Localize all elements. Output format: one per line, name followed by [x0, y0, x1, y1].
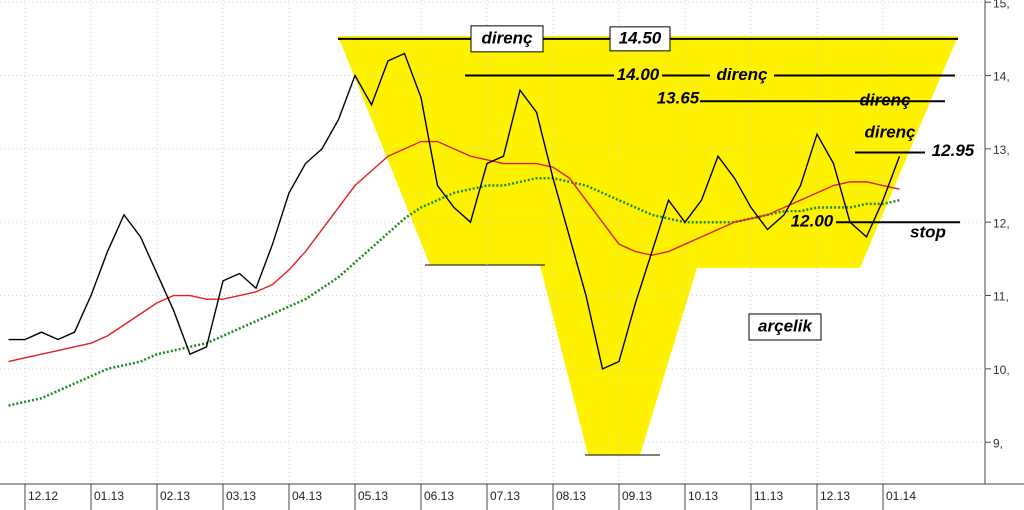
label-bg: [614, 65, 662, 86]
x-tick-label: 04.13: [292, 489, 322, 503]
y-tick-label: 14,: [993, 70, 1010, 84]
annotation: stop: [910, 222, 946, 241]
label-bg: [710, 65, 774, 86]
x-tick-label: 10.13: [688, 489, 718, 503]
level-label: 14.50: [619, 28, 662, 47]
level-label: 14.00: [617, 65, 660, 84]
annotation: direnç: [716, 65, 768, 84]
x-tick-label: 12.13: [820, 489, 850, 503]
x-tick-label: 02.13: [160, 489, 190, 503]
x-tick-label: 08.13: [556, 489, 586, 503]
x-tick-label: 12.12: [28, 489, 58, 503]
label-box: [470, 25, 544, 53]
price-line: [8, 176, 900, 407]
x-tick-label: 11.13: [754, 489, 783, 503]
x-tick-label: 01.13: [94, 489, 124, 503]
y-tick-label: 13,: [993, 143, 1010, 157]
level-label: 12.00: [791, 212, 834, 231]
x-tick-label: 07.13: [490, 489, 520, 503]
price-line: [8, 140, 900, 363]
label-box: [609, 26, 671, 52]
y-tick-label: 11,: [993, 290, 1009, 304]
cup-handle-shape: [338, 36, 958, 455]
y-tick-label: 12,: [993, 216, 1010, 230]
label-bg: [788, 212, 836, 233]
annotation: arçelik: [758, 316, 813, 335]
x-tick-label: 03.13: [226, 489, 256, 503]
level-label: 13.65: [657, 89, 700, 108]
x-tick-label: 05.13: [358, 489, 388, 503]
y-tick-label: 15,: [993, 0, 1010, 10]
annotation: direnç: [859, 91, 911, 110]
annotation: direnç: [864, 122, 916, 141]
y-tick-label: 10,: [993, 363, 1010, 377]
annotation: direnç: [481, 28, 533, 47]
y-tick-label: 9,: [993, 436, 1003, 450]
level-label: 12.95: [932, 141, 975, 160]
x-tick-label: 01.14: [886, 489, 916, 503]
label-box: [748, 313, 822, 341]
x-tick-label: 09.13: [622, 489, 652, 503]
price-line: [8, 52, 901, 370]
x-tick-label: 06.13: [424, 489, 454, 503]
